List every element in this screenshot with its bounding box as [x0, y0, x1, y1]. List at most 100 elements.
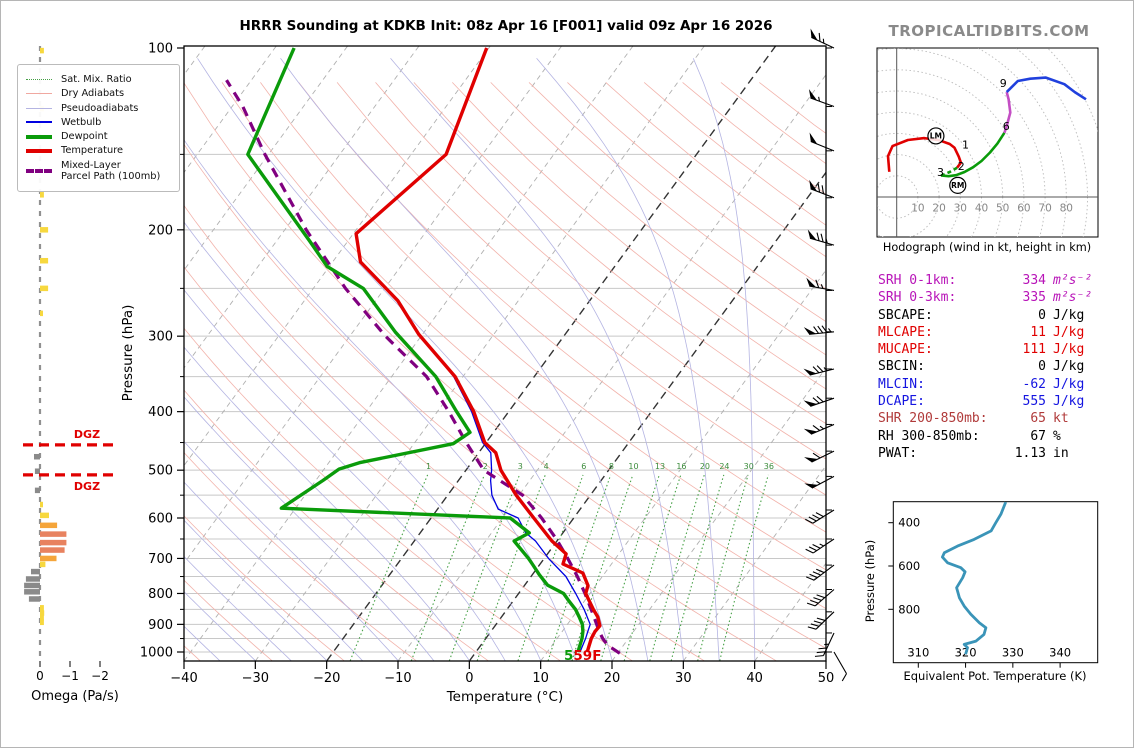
pressure-tick-label: 500	[148, 464, 173, 479]
wind-barb	[814, 632, 835, 657]
wind-barb	[807, 611, 835, 630]
omega-bar	[40, 531, 67, 537]
omega-tick-label: 0	[36, 669, 44, 683]
hodo-ring-label: 70	[1038, 203, 1051, 215]
omega-bar	[40, 227, 49, 233]
mixing-ratio-label: 10	[628, 462, 638, 471]
omega-bar	[28, 596, 40, 602]
wind-barb	[808, 89, 835, 108]
pressure-axis-label: Pressure (hPa)	[120, 304, 136, 402]
stat-cell: MUCAPE:	[878, 342, 933, 358]
omega-bar	[40, 547, 65, 553]
pressure-gridlines	[184, 153, 826, 653]
stat-cell: 335	[1022, 290, 1046, 306]
pressure-tick-label: 1000	[140, 646, 173, 661]
legend-label: Pseudoadiabats	[61, 102, 139, 114]
legend-swatch-temperature	[26, 148, 52, 153]
stat-cell: m²s⁻²	[1053, 273, 1093, 288]
stat-row-mucape: MUCAPE: 111 J/kg	[878, 341, 1113, 358]
mixing-ratio-label: 30	[744, 462, 754, 471]
omega-bar	[40, 47, 44, 54]
page-title: HRRR Sounding at KDKB Init: 08z Apr 16 […	[239, 18, 773, 34]
legend-item-dryad: Dry Adiabats	[26, 88, 171, 99]
stat-row-srh-0-3km: SRH 0-3km: 335 m²s⁻²	[878, 289, 1113, 306]
stat-cell: RH 300-850mb:	[878, 428, 980, 444]
stat-row-sbcape: SBCAPE: 0 J/kg	[878, 307, 1113, 324]
thetae-y-tick: 600	[898, 559, 920, 573]
hodo-height-label: 3	[937, 166, 944, 179]
omega-bar	[24, 582, 40, 589]
hodo-height-label: 9	[1000, 77, 1007, 90]
legend-label: Wetbulb	[61, 116, 102, 128]
pressure-tick-label: 300	[148, 330, 173, 345]
stat-cell: SRH 0-3km:	[878, 290, 957, 306]
mixing-ratio-label: 6	[581, 462, 586, 471]
stat-cell: 334	[1022, 273, 1046, 288]
wind-barb	[804, 450, 835, 463]
mixing-ratio-label: 16	[676, 462, 686, 471]
omega-bar	[34, 468, 40, 474]
stat-cell: 111	[1022, 342, 1046, 358]
temp-tick-label: −40	[170, 671, 197, 686]
legend-item-temperature: Temperature	[26, 145, 171, 156]
stat-cell: SBCAPE:	[878, 307, 933, 323]
pseudoadiabats	[184, 58, 756, 661]
hodo-trace-hodo_blue	[1005, 76, 1087, 101]
hodo-ring-label: 20	[932, 203, 945, 215]
temp-tick-label: 40	[746, 671, 763, 686]
stat-cell: 555	[1022, 394, 1046, 410]
legend-label: Temperature	[61, 145, 124, 157]
temp-tick-label: 10	[532, 671, 549, 686]
stat-cell: J/kg	[1053, 394, 1085, 410]
hodo-height-label: 2	[958, 160, 965, 173]
stat-cell: 65	[1030, 411, 1046, 427]
hodo-trace-hodo_green	[940, 132, 1006, 178]
thetae-x-tick: 340	[1049, 646, 1071, 660]
thetae-y-axis-label: Pressure (hPa)	[863, 539, 877, 623]
stat-cell: SBCIN:	[878, 359, 925, 375]
pressure-tick-label: 200	[148, 223, 173, 238]
pressure-tick-label: 600	[148, 512, 173, 527]
stat-cell: %	[1053, 428, 1061, 444]
stat-row-mlcape: MLCAPE: 11 J/kg	[878, 324, 1113, 341]
hodo-marker-lm: LM	[927, 127, 945, 145]
wind-barb	[805, 564, 835, 581]
stat-cell: J/kg	[1053, 359, 1085, 375]
hodograph-panel: 10 20 30 40 50 60 70 80 1 2 3 6 9 LM RM	[876, 47, 1099, 238]
omega-bar	[40, 539, 67, 546]
stat-cell: 11	[1030, 324, 1046, 340]
legend-swatch-dewpoint	[26, 134, 52, 139]
mixing-ratio-label: 24	[719, 462, 729, 471]
stat-cell: J/kg	[1053, 324, 1085, 340]
omega-bar	[40, 619, 44, 626]
temp-tick-label: −20	[313, 671, 340, 686]
mixing-ratio-lines: 1 2 3 4 6 8 10 13 16 20 24 30 36	[349, 462, 774, 661]
stat-row-dcape: DCAPE: 555 J/kg	[878, 393, 1113, 410]
thetae-x-tick: 330	[1002, 646, 1024, 660]
legend-label: Sat. Mix. Ratio	[61, 74, 132, 85]
temperature-curve	[354, 47, 602, 653]
stat-row-mlcin: MLCIN: -62 J/kg	[878, 376, 1113, 393]
legend-item-wetbulb: Wetbulb	[26, 117, 171, 128]
omega-bar	[40, 615, 44, 621]
svg-text:RM: RM	[951, 181, 964, 190]
omega-bar	[40, 192, 44, 198]
watermark-logo: TROPICALTIDBITS.COM	[888, 22, 1090, 40]
skewt-plot: 1 2 3 4 6 8 10 13 16 20 24 30 36	[184, 46, 826, 661]
wind-barb	[803, 423, 835, 435]
wind-barb	[806, 589, 835, 607]
thetae-x-axis-label: Equivalent Pot. Temperature (K)	[903, 669, 1087, 683]
wind-barb	[805, 538, 835, 554]
omega-bar	[40, 561, 46, 568]
stat-cell: 0	[1038, 359, 1046, 375]
hodo-ring-label: 50	[996, 203, 1009, 215]
stat-cell: J/kg	[1053, 307, 1085, 323]
temperature-axis-label: Temperature (°C)	[446, 689, 564, 705]
wind-barb	[803, 325, 835, 335]
temp-tick-label: 50	[818, 671, 835, 686]
dewpoint-curve	[246, 47, 585, 653]
temp-tick-label: −10	[384, 671, 411, 686]
legend-swatch-wetbulb	[26, 121, 52, 124]
wind-barb	[810, 28, 835, 49]
